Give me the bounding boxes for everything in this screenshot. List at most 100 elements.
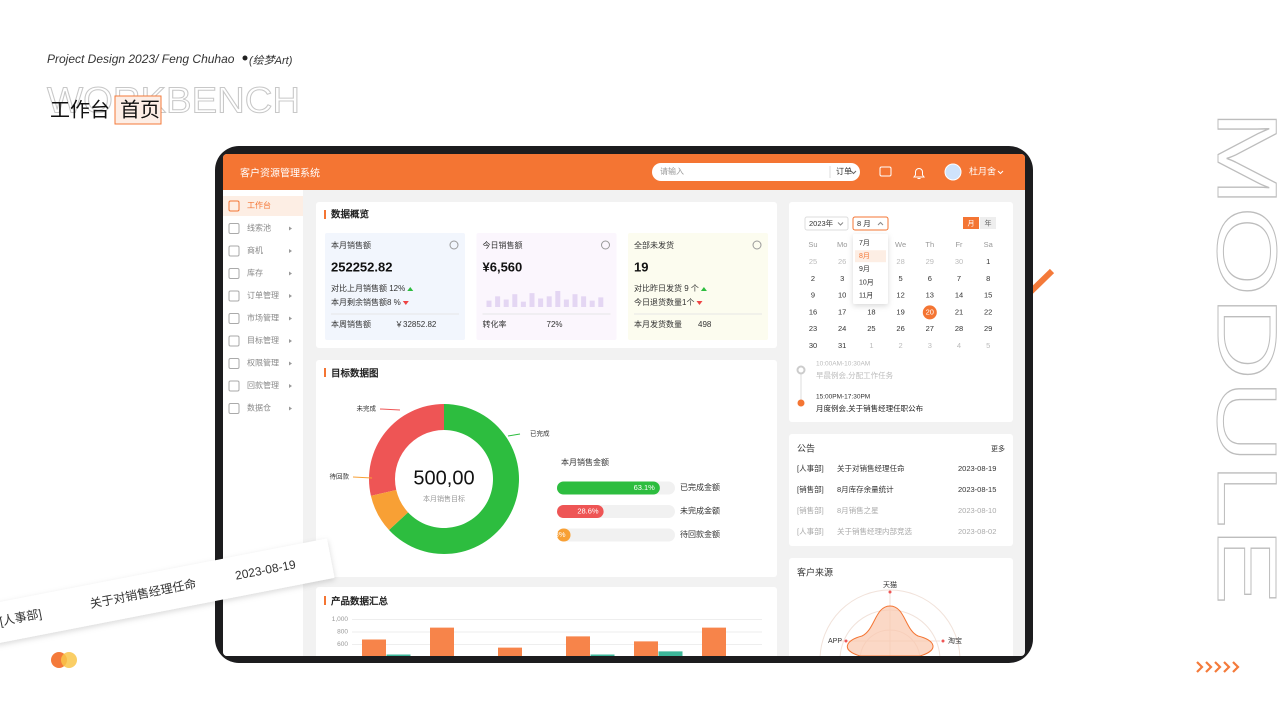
radar-point: [888, 590, 892, 594]
view-toggle-label: 年: [985, 218, 992, 227]
donut-segment: [389, 404, 519, 554]
notice-text[interactable]: 关于销售经理内部竞选: [837, 526, 912, 536]
menu-item[interactable]: 库存: [247, 268, 263, 278]
menu-caret: [289, 226, 292, 231]
menu-item[interactable]: 目标管理: [247, 335, 279, 345]
timeline-dot: [796, 365, 806, 375]
bell-icon[interactable]: [913, 168, 925, 179]
month-option[interactable]: 7月: [859, 239, 870, 247]
day[interactable]: 22: [984, 307, 992, 316]
radar-label: 淘宝: [948, 636, 962, 645]
events: 10:00AM-10:30AM 早晨例会,分配工作任务 15:00PM-17:30P…: [796, 361, 924, 413]
ribbon-bg: [0, 538, 335, 644]
day[interactable]: 1: [869, 341, 873, 350]
day[interactable]: 5: [986, 341, 990, 350]
search-box[interactable]: [652, 163, 860, 181]
day[interactable]: 2: [899, 341, 903, 350]
day[interactable]: 5: [899, 274, 903, 283]
day[interactable]: 25: [809, 257, 817, 266]
day[interactable]: 17: [838, 307, 846, 316]
month-select[interactable]: [852, 216, 889, 231]
view-toggle-label: 月: [968, 219, 975, 227]
day[interactable]: 1: [986, 257, 990, 266]
progress-bar: [557, 505, 604, 518]
notice-text[interactable]: 8月销售之星: [837, 505, 879, 515]
month: 8 月: [857, 219, 871, 228]
month-option[interactable]: 10月: [859, 278, 874, 286]
day[interactable]: 6: [928, 274, 932, 283]
day[interactable]: 30: [809, 341, 817, 350]
card-line: 本月剩余销售额8 %: [331, 297, 401, 307]
menu-caret: [289, 384, 292, 388]
day[interactable]: 12: [896, 291, 904, 300]
day[interactable]: 4: [957, 341, 961, 350]
day[interactable]: 14: [955, 291, 963, 300]
notice-text[interactable]: 关于对销售经理任命: [837, 463, 905, 473]
day[interactable]: 28: [955, 324, 963, 333]
avatar[interactable]: [944, 163, 962, 181]
menu-item[interactable]: 工作台: [247, 200, 271, 210]
day[interactable]: 8: [986, 274, 990, 283]
more-link[interactable]: 更多: [991, 444, 1005, 453]
day[interactable]: 3: [840, 274, 844, 283]
day[interactable]: 25: [867, 324, 875, 333]
day[interactable]: 29: [984, 324, 992, 333]
notice-date: 2023-08-15: [958, 485, 996, 494]
day[interactable]: 24: [838, 324, 846, 333]
month-option[interactable]: 8月: [859, 252, 870, 260]
day[interactable]: 31: [838, 341, 846, 350]
year-select[interactable]: [804, 216, 849, 231]
day[interactable]: 16: [809, 307, 817, 316]
day[interactable]: 20: [926, 307, 934, 316]
radar-label: APP: [828, 638, 842, 645]
user-name[interactable]: 杜月舍: [969, 165, 996, 176]
day[interactable]: 21: [955, 307, 963, 316]
menu-item[interactable]: 线索池: [247, 223, 271, 233]
card-line: 对比昨日发货 9 个: [634, 283, 699, 293]
day[interactable]: 3: [928, 341, 932, 350]
menu-item[interactable]: 商机: [247, 245, 263, 255]
notice-text[interactable]: 8月库存余量统计: [837, 484, 894, 494]
page-title-highlight: 首页: [120, 98, 160, 121]
day[interactable]: 13: [926, 291, 934, 300]
menu-active-bg: [223, 196, 303, 216]
panel-title: 公告: [797, 442, 815, 453]
search-type[interactable]: 订单: [836, 166, 852, 176]
day[interactable]: 30: [955, 257, 963, 266]
card: [325, 233, 465, 340]
menu-item[interactable]: 市场管理: [247, 313, 279, 323]
spark-bar: [486, 300, 492, 307]
month-option[interactable]: 11月: [859, 292, 873, 300]
day[interactable]: 26: [896, 324, 904, 333]
notice-dept: [人事部]: [797, 463, 824, 473]
day[interactable]: 18: [867, 307, 875, 316]
day[interactable]: 15: [984, 291, 992, 300]
menu-item[interactable]: 权限管理: [247, 358, 279, 368]
day[interactable]: 29: [926, 257, 934, 266]
day[interactable]: 28: [896, 257, 904, 266]
month-option[interactable]: 9月: [859, 265, 870, 273]
day[interactable]: 27: [926, 324, 934, 333]
view-toggle[interactable]: [963, 217, 979, 229]
menu-icon: [228, 223, 240, 234]
day[interactable]: 10: [838, 291, 846, 300]
weekday: Sa: [984, 240, 994, 249]
menu-item[interactable]: 数据仓: [247, 403, 271, 413]
timeline-dot: [797, 399, 805, 407]
bar: [430, 627, 454, 656]
message-icon[interactable]: [879, 166, 892, 177]
bar: [386, 654, 411, 656]
day[interactable]: 7: [957, 274, 961, 283]
day[interactable]: 23: [809, 324, 817, 333]
view-toggle[interactable]: [980, 217, 996, 229]
day[interactable]: 2: [811, 274, 815, 283]
day[interactable]: 26: [838, 257, 846, 266]
day[interactable]: 9: [811, 291, 815, 300]
menu-item[interactable]: 订单管理: [247, 290, 279, 300]
menu-item[interactable]: 回款管理: [247, 380, 279, 390]
caret: [877, 221, 884, 226]
day[interactable]: 19: [896, 307, 904, 316]
menu-caret: [289, 406, 292, 411]
leader-line: [352, 476, 373, 479]
